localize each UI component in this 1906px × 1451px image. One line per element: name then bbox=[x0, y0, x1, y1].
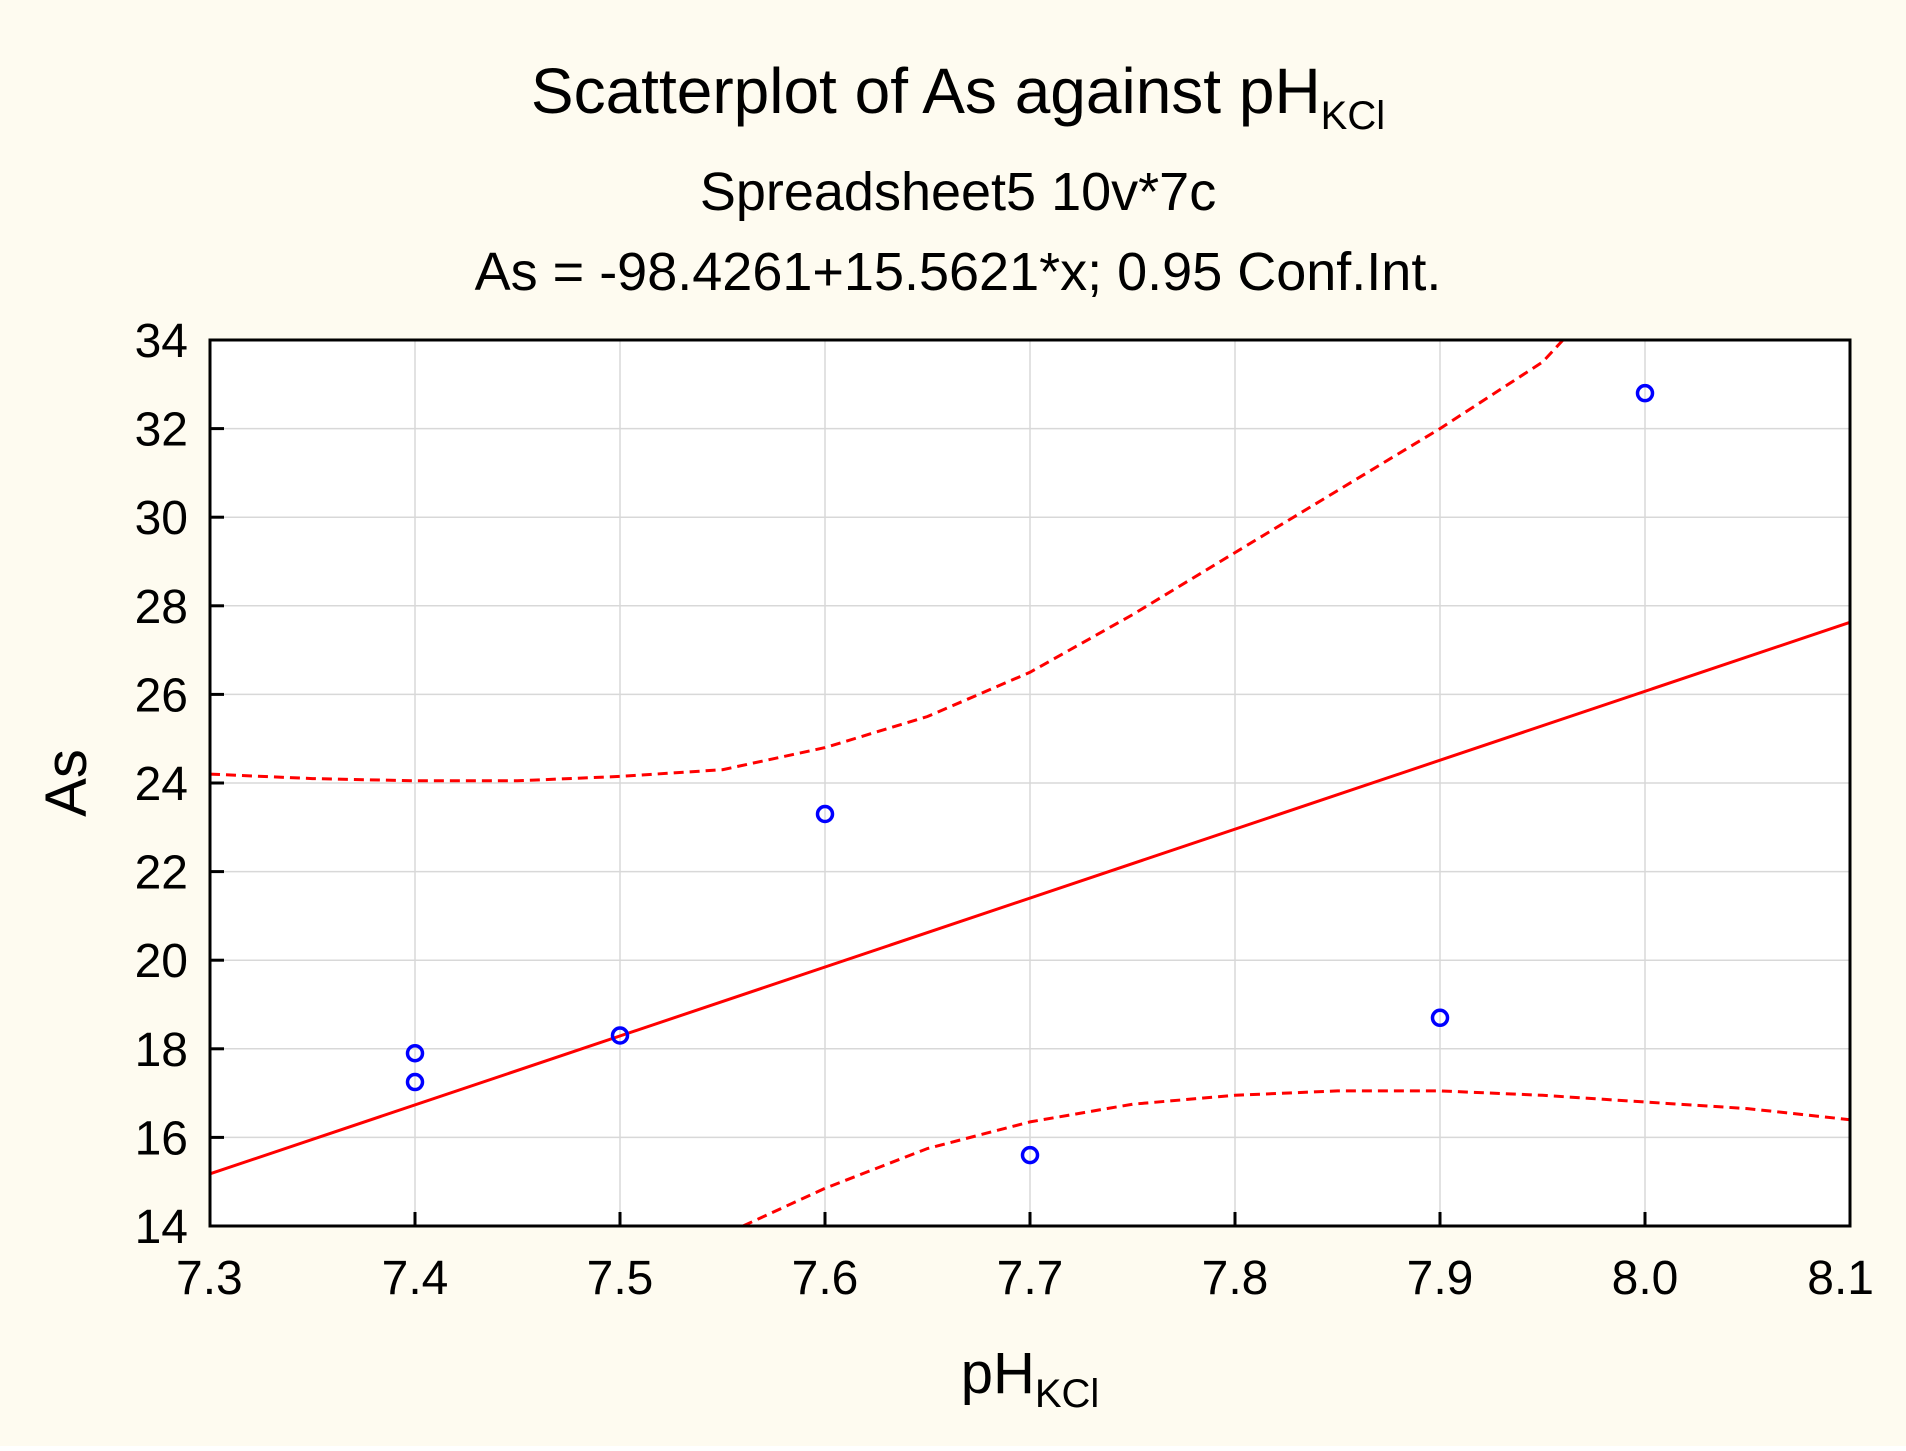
data-point bbox=[610, 1026, 630, 1045]
y-axis-ticks: 14 16 18 20 22 24 26 28 30 32 34 bbox=[135, 315, 224, 1254]
x-tick-label: 8.1 bbox=[1807, 1252, 1874, 1305]
y-tick-label: 26 bbox=[135, 669, 188, 722]
y-tick-label: 18 bbox=[135, 1024, 188, 1077]
regression-fit bbox=[209, 620, 1851, 1176]
x-tick-label: 7.3 bbox=[176, 1252, 243, 1305]
y-tick-label: 22 bbox=[135, 847, 188, 900]
data-point bbox=[1635, 383, 1655, 403]
chart-subtitle-1: Spreadsheet5 10v*7c bbox=[700, 162, 1216, 222]
x-tick-label: 7.4 bbox=[382, 1252, 449, 1305]
chart-title: Scatterplot of As against pHKCl bbox=[531, 55, 1385, 138]
x-tick-label: 7.8 bbox=[1202, 1252, 1269, 1305]
x-tick-label: 7.9 bbox=[1407, 1252, 1474, 1305]
x-axis-label-main: pH bbox=[961, 1341, 1035, 1406]
data-point bbox=[1430, 1008, 1450, 1028]
data-points bbox=[405, 383, 1655, 1165]
y-tick-label: 32 bbox=[135, 404, 188, 457]
y-tick-label: 34 bbox=[135, 315, 188, 368]
x-tick-label: 8.0 bbox=[1612, 1252, 1679, 1305]
y-axis-label: As bbox=[34, 749, 99, 817]
regression-line bbox=[209, 620, 1851, 1176]
chart-subtitle-2: As = -98.4261+15.5621*x; 0.95 Conf.Int. bbox=[475, 242, 1442, 302]
x-tick-label: 7.6 bbox=[792, 1252, 859, 1305]
data-point bbox=[405, 1072, 425, 1092]
y-tick-label: 30 bbox=[135, 492, 188, 545]
grid-lines bbox=[210, 340, 1850, 1226]
chart-title-subscript: KCl bbox=[1321, 94, 1385, 138]
y-tick-label: 24 bbox=[135, 758, 188, 811]
data-point bbox=[1020, 1145, 1040, 1165]
data-point bbox=[815, 804, 835, 824]
x-axis-ticks: 7.3 7.4 7.5 7.6 7.7 7.8 7.9 8.0 8.1 bbox=[176, 1212, 1874, 1305]
x-axis-label-subscript: KCl bbox=[1035, 1372, 1099, 1416]
x-tick-label: 7.7 bbox=[997, 1252, 1064, 1305]
y-tick-label: 16 bbox=[135, 1112, 188, 1165]
x-tick-label: 7.5 bbox=[587, 1252, 654, 1305]
y-tick-label: 20 bbox=[135, 935, 188, 988]
lower-confidence-band bbox=[742, 1089, 1851, 1228]
data-point bbox=[405, 1043, 425, 1063]
upper-confidence-band bbox=[209, 338, 1565, 783]
y-tick-label: 28 bbox=[135, 581, 188, 634]
chart-title-main: Scatterplot of As against pH bbox=[531, 55, 1321, 127]
y-tick-label: 14 bbox=[135, 1201, 188, 1254]
confidence-bands bbox=[209, 338, 1851, 1228]
x-axis-label: pHKCl bbox=[961, 1341, 1100, 1416]
